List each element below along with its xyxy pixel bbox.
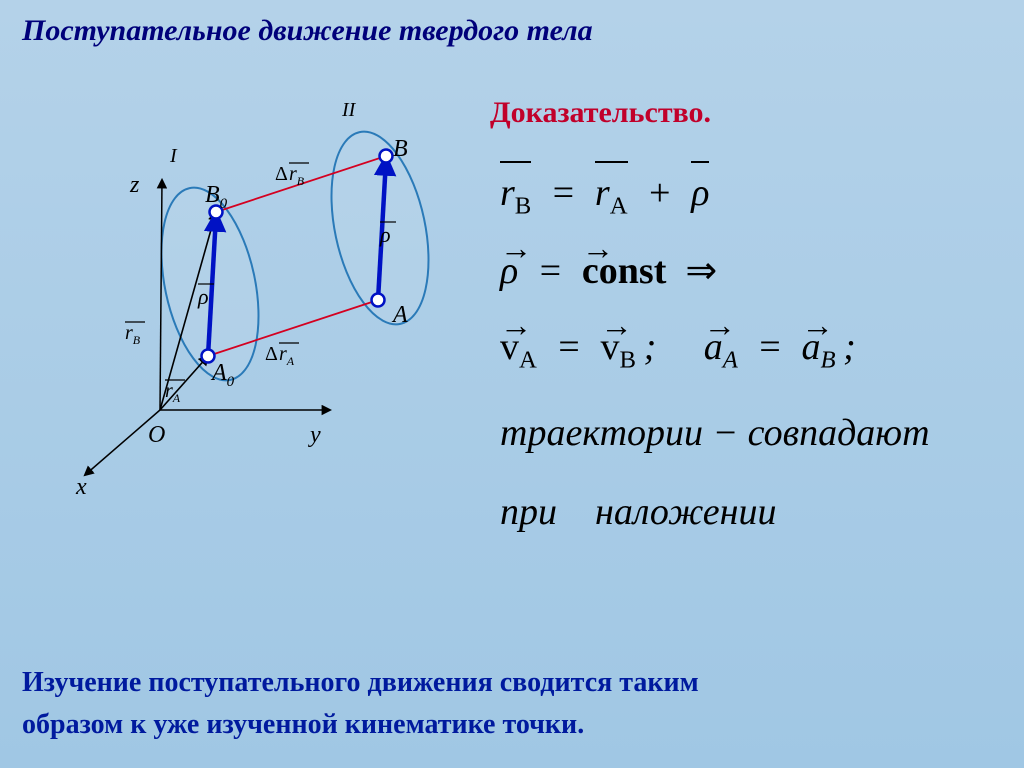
equation-3: vA = vB ; aA = aB ; (500, 314, 930, 382)
label-B: B (393, 136, 408, 162)
equation-4-line1: траектории − совпадают (500, 400, 930, 467)
conclusion-line2: образом к уже изученной кинематике точки… (22, 704, 699, 746)
svg-text:ρ: ρ (379, 222, 391, 247)
label-I: I (169, 145, 178, 167)
proof-subtitle: Доказательство. (490, 96, 711, 130)
slide-title: Поступательное движение твердого тела (22, 14, 593, 48)
label-rB: rB (125, 322, 145, 347)
label-B0: B0 (205, 182, 228, 212)
svg-text:Δ: Δ (265, 343, 278, 365)
equation-1: rB = rA + ρ (500, 160, 930, 228)
conclusion-text: Изучение поступательного движения сводит… (22, 662, 699, 746)
conclusion-line1: Изучение поступательного движения сводит… (22, 662, 699, 704)
svg-text:rA: rA (165, 380, 181, 405)
svg-text:Δ: Δ (275, 163, 288, 185)
equation-2: ρ = const ⇒ (500, 238, 930, 305)
label-y: y (308, 422, 321, 448)
label-II: II (341, 99, 357, 121)
svg-text:rB: rB (289, 163, 305, 188)
kinematics-diagram: O x y z I II A B A0 B0 rA rB (30, 60, 460, 500)
equation-block: rB = rA + ρ ρ = const ⇒ vA = vB ; aA = a… (500, 160, 930, 545)
label-dB: Δ rB (275, 163, 309, 188)
label-z: z (129, 172, 140, 198)
svg-text:rB: rB (125, 322, 141, 347)
equation-4-line2: при наложении (500, 479, 930, 546)
svg-text:rA: rA (279, 343, 295, 368)
label-dA: Δ rA (265, 343, 299, 368)
slide: Поступательное движение твердого тела До… (0, 0, 1024, 768)
label-A: A (391, 302, 408, 328)
label-x: x (75, 474, 87, 500)
label-rA: rA (165, 380, 185, 405)
label-O: O (148, 422, 165, 448)
svg-text:ρ: ρ (197, 284, 209, 309)
